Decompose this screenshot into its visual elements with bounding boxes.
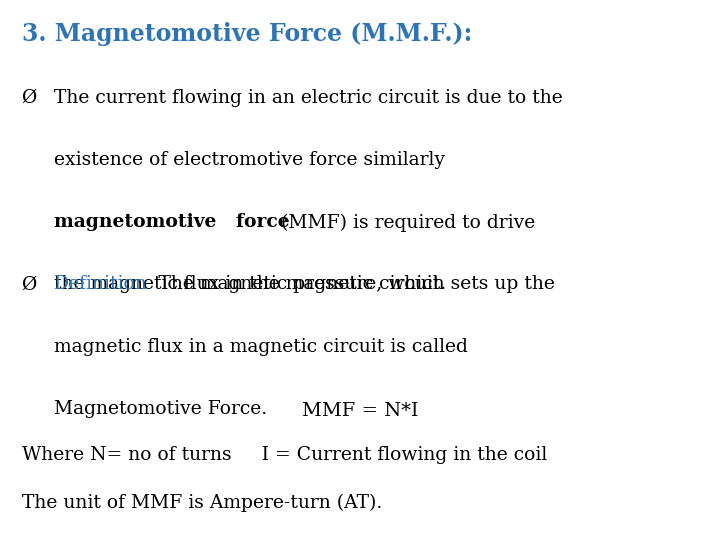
Text: Definition: Definition (54, 275, 148, 293)
Text: (MMF) is required to drive: (MMF) is required to drive (281, 213, 535, 232)
Text: The unit of MMF is Ampere-turn (AT).: The unit of MMF is Ampere-turn (AT). (22, 494, 382, 512)
Text: existence of electromotive force similarly: existence of electromotive force similar… (54, 151, 445, 169)
Text: - The magnetic pressure, which sets up the: - The magnetic pressure, which sets up t… (146, 275, 555, 293)
Text: Ø: Ø (22, 89, 37, 107)
Text: Ø: Ø (22, 275, 37, 293)
Text: magnetomotive   force: magnetomotive force (54, 213, 289, 231)
Text: Magnetomotive Force.: Magnetomotive Force. (54, 400, 267, 417)
Text: 3. Magnetomotive Force (M.M.F.):: 3. Magnetomotive Force (M.M.F.): (22, 22, 472, 45)
Text: MMF = N*I: MMF = N*I (302, 402, 418, 420)
Text: the magnetic flux in the magnetic circuit.: the magnetic flux in the magnetic circui… (54, 275, 446, 293)
Text: magnetic flux in a magnetic circuit is called: magnetic flux in a magnetic circuit is c… (54, 338, 468, 355)
Text: Where N= no of turns     I = Current flowing in the coil: Where N= no of turns I = Current flowing… (22, 446, 547, 463)
Text: The current flowing in an electric circuit is due to the: The current flowing in an electric circu… (54, 89, 563, 107)
